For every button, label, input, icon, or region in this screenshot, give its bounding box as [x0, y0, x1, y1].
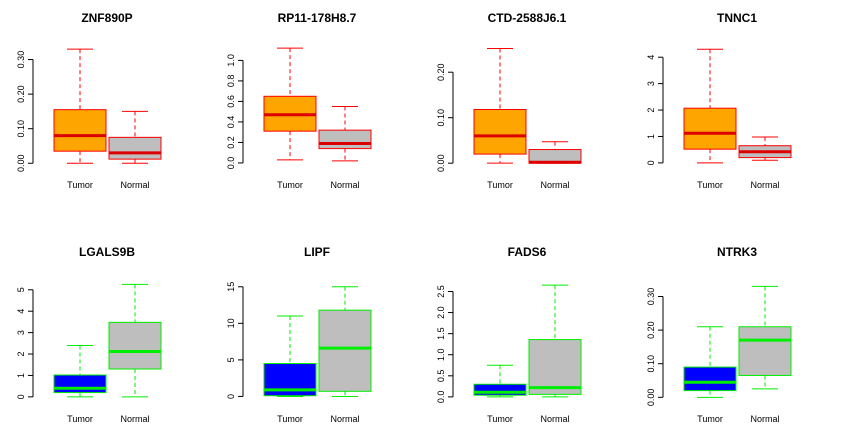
- panel-title: TNNC1: [717, 11, 757, 25]
- y-tick-label: 2: [16, 352, 26, 357]
- y-tick-label: 2: [646, 108, 656, 113]
- y-tick-label: 5: [226, 357, 236, 362]
- box-tumor: [683, 107, 737, 150]
- y-tick-label: 0.00: [646, 389, 656, 407]
- panel-ntrk3: NTRK3 0.00 0.10 0.20 0.30 Tumor Normal: [646, 245, 792, 424]
- panel-title: ZNF890P: [81, 11, 132, 25]
- y-tick-label: 4: [16, 309, 26, 314]
- panel-title: RP11-178H8.7: [278, 11, 357, 25]
- category-label-normal: Normal: [540, 414, 569, 424]
- y-tick-label: 10: [226, 318, 236, 328]
- y-tick-label: 0.5: [436, 370, 446, 383]
- y-tick-label: 0: [646, 160, 656, 165]
- panel-tnnc1: TNNC1 0 1 2 3 4 Tumor Normal: [646, 11, 792, 190]
- y-tick-label: 1.0: [436, 348, 446, 361]
- category-label-normal: Normal: [120, 180, 149, 190]
- category-label-tumor: Tumor: [277, 180, 303, 190]
- category-label-normal: Normal: [750, 180, 779, 190]
- box-normal: [738, 326, 792, 376]
- y-tick-label: 0.20: [16, 85, 26, 103]
- box-tumor: [53, 374, 107, 394]
- category-label-normal: Normal: [330, 414, 359, 424]
- category-label-normal: Normal: [750, 414, 779, 424]
- panel-ctd-2588j6-1: CTD-2588J6.1 0.00 0.10 0.20 Tumor Normal: [436, 11, 582, 190]
- y-tick-label: 5: [16, 287, 26, 292]
- y-tick-label: 1.5: [436, 327, 446, 340]
- y-tick-label: 0.30: [646, 288, 656, 306]
- y-tick-label: 0.0: [436, 391, 446, 404]
- box-normal: [318, 129, 372, 150]
- category-label-tumor: Tumor: [697, 414, 723, 424]
- y-tick-label: 0.20: [436, 63, 446, 81]
- y-tick-label: 3: [16, 330, 26, 335]
- y-tick-label: 0.00: [16, 155, 26, 173]
- y-tick-label: 0: [226, 394, 236, 399]
- box-normal: [108, 321, 162, 370]
- panel-fads6: FADS6 0.0 0.5 1.0 1.5 2.0 2.5 Tumor Normal: [436, 245, 582, 424]
- category-label-tumor: Tumor: [277, 414, 303, 424]
- panel-rp11-178h8-7: RP11-178H8.7 0.0 0.2 0.4 0.6 0.8 1.0 Tumor Norma…: [226, 11, 372, 190]
- panel-lgals9b: LGALS9B 0 1 2 3 4 5 Tumor Normal: [16, 245, 162, 424]
- panel-title: CTD-2588J6.1: [488, 11, 567, 25]
- box-normal: [528, 339, 582, 395]
- y-tick-label: 0.10: [646, 355, 656, 373]
- y-tick-label: 0.30: [16, 51, 26, 69]
- box-normal: [108, 136, 162, 160]
- category-label-normal: Normal: [540, 180, 569, 190]
- category-label-normal: Normal: [330, 180, 359, 190]
- y-tick-label: 0.20: [646, 321, 656, 339]
- y-tick-label: 2.5: [436, 285, 446, 298]
- box-normal: [318, 309, 372, 392]
- category-label-tumor: Tumor: [487, 414, 513, 424]
- category-label-tumor: Tumor: [697, 180, 723, 190]
- y-tick-label: 0.10: [16, 120, 26, 138]
- category-label-tumor: Tumor: [487, 180, 513, 190]
- box-tumor: [53, 109, 107, 152]
- y-tick-label: 0.10: [436, 109, 446, 127]
- y-tick-label: 0.4: [226, 116, 236, 129]
- y-tick-label: 2.0: [436, 306, 446, 319]
- panel-title: LGALS9B: [79, 245, 135, 259]
- y-tick-label: 0.00: [436, 154, 446, 172]
- y-tick-label: 0.0: [226, 157, 236, 170]
- y-tick-label: 4: [646, 55, 656, 60]
- category-label-normal: Normal: [120, 414, 149, 424]
- y-tick-label: 3: [646, 81, 656, 86]
- y-tick-label: 0: [16, 394, 26, 399]
- category-label-tumor: Tumor: [67, 414, 93, 424]
- panel-title: FADS6: [508, 245, 547, 259]
- panel-title: LIPF: [304, 245, 330, 259]
- panel-lipf: LIPF 0 5 10 15 Tumor Normal: [226, 245, 372, 424]
- category-label-tumor: Tumor: [67, 180, 93, 190]
- panel-title: NTRK3: [717, 245, 757, 259]
- y-tick-label: 1.0: [226, 54, 236, 67]
- box-tumor: [473, 109, 527, 155]
- y-tick-label: 1: [16, 373, 26, 378]
- box-tumor: [683, 366, 737, 392]
- y-tick-label: 0.2: [226, 136, 236, 149]
- y-tick-label: 1: [646, 134, 656, 139]
- y-tick-label: 15: [226, 282, 236, 292]
- y-tick-label: 0.6: [226, 95, 236, 108]
- panel-znf890p: ZNF890P 0.00 0.10 0.20 0.30 Tumor Normal: [16, 11, 162, 190]
- y-tick-label: 0.8: [226, 75, 236, 88]
- box-tumor: [473, 383, 527, 396]
